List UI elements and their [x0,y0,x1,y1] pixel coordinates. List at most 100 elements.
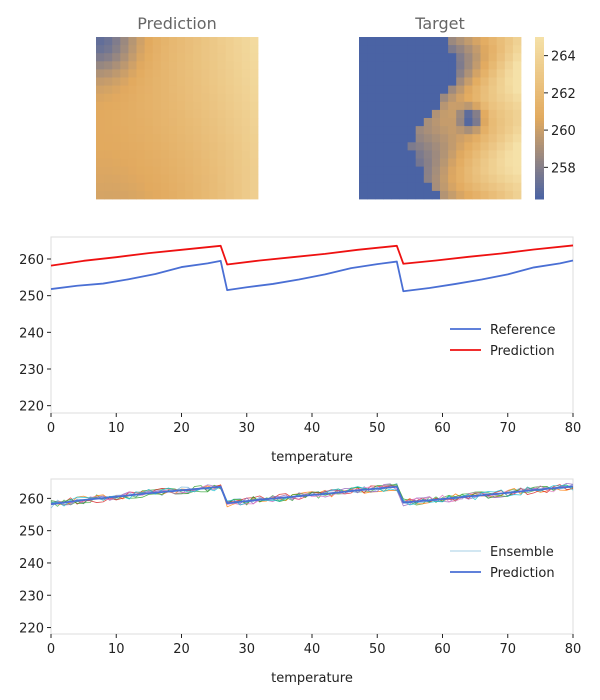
colorbar-step [535,155,544,159]
heatmap-target-cell [359,109,368,119]
heatmap-prediction-cell [160,190,170,200]
colorbar-step [535,80,544,84]
heatmap-target-cell [399,85,408,95]
heatmap-prediction-cell [160,118,170,127]
heatmap-target-cell [472,174,481,184]
heatmap-prediction-cell [249,182,259,192]
heatmap-target-cell [415,126,425,135]
heatmap-prediction-cell [112,37,121,46]
heatmap-target-cell [504,37,514,46]
heatmap-prediction-cell [152,77,162,86]
heatmap-target-cell [504,142,514,151]
heatmap-prediction-cell [233,37,243,46]
heatmap-prediction-cell [128,93,137,103]
heatmap-target-cell [407,182,417,192]
heatmap-target-cell [399,53,408,62]
colorbar-step [535,93,544,97]
heatmap-prediction-cell [177,101,186,111]
heatmap-prediction-cell [96,190,105,200]
heatmap-target-cell [456,101,465,111]
x-axis-label-bottom: temperature [271,671,353,686]
heatmap-target-cell [391,134,400,143]
heatmap-prediction-cell [185,61,194,70]
heatmap-prediction-cell [193,182,202,192]
heatmap-target-cell [367,45,376,54]
heatmap-target-cell [456,109,465,119]
heatmap-prediction-cell [128,142,137,151]
colorbar-step [535,185,544,189]
heatmap-prediction-cell [136,182,145,192]
heatmap-prediction-cell [96,101,105,111]
heatmap-prediction-cell [160,85,170,95]
heatmap-prediction-cell [144,101,154,111]
heatmap-target-cell [512,45,522,54]
heatmap-prediction-cell [225,69,235,78]
heatmap-target-cell [456,126,465,135]
heatmap-target-cell [512,53,522,62]
heatmap-target-cell [488,118,498,127]
heatmap-prediction-cell [241,126,251,135]
heatmap-target-cell [456,69,465,78]
y-tick-label: 240 [19,326,44,341]
heatmap-prediction-cell [193,53,202,62]
heatmap-target-cell [504,101,514,111]
heatmap-prediction-cell [217,118,226,127]
heatmap-target-cell [440,158,449,167]
heatmap-title-prediction: Prediction [137,14,216,33]
heatmap-prediction-cell [201,85,210,95]
heatmap-target-cell [480,53,489,62]
heatmap-prediction-cell [225,182,235,192]
heatmap-target-cell [415,101,425,111]
heatmap-target-cell [504,77,514,86]
heatmap-prediction-cell [217,109,226,119]
heatmap-prediction-cell [225,93,235,103]
heatmap-target-cell [488,93,498,103]
heatmap-target-cell [359,134,368,143]
heatmap-target-cell [383,45,392,54]
heatmap-prediction-cell [152,174,162,184]
heatmap-prediction-cell [185,134,194,143]
heatmap-target-cell [496,190,506,200]
heatmap-target-cell [440,118,449,127]
heatmap-target-cell [464,85,473,95]
x-tick-label: 30 [238,642,255,657]
heatmap-target-cell [480,61,489,70]
heatmap-prediction-cell [225,190,235,200]
heatmap-prediction-cell [112,93,121,103]
heatmap-target-cell [488,150,498,159]
heatmap-prediction-cell [136,118,145,127]
heatmap-prediction-cell [152,93,162,103]
heatmap-target-cell [375,134,384,143]
heatmap-prediction-cell [104,85,113,95]
heatmap-target-cell [464,45,473,54]
heatmap-title-target: Target [414,14,465,33]
colorbar-step [535,120,544,124]
heatmap-prediction-cell [241,174,251,184]
heatmap-target-cell [423,142,433,151]
heatmap-prediction-cell [152,182,162,192]
heatmap-target-cell [359,150,368,159]
heatmap-prediction-cell [96,37,105,46]
heatmap-prediction-cell [160,174,170,184]
heatmap-prediction-cell [168,109,178,119]
heatmap-prediction [96,37,259,200]
heatmap-target-cell [464,134,473,143]
heatmap-prediction-cell [136,69,145,78]
heatmap-target-cell [399,142,408,151]
heatmap-target-cell [456,142,465,151]
heatmap-target-cell [480,174,489,184]
heatmap-target-cell [496,150,506,159]
heatmap-target-cell [415,166,425,176]
heatmap-target-cell [391,85,400,95]
heatmap-target-cell [512,69,522,78]
heatmap-target-cell [448,134,457,143]
heatmap-prediction-cell [185,77,194,86]
heatmap-prediction-cell [225,118,235,127]
heatmap-prediction-cell [249,126,259,135]
heatmap-target-cell [464,61,473,70]
heatmap-target-cell [488,101,498,111]
heatmap-prediction-cell [193,45,202,54]
heatmap-prediction-cell [96,150,105,159]
heatmap-prediction-cell [120,101,129,111]
heatmap-target-cell [431,53,441,62]
